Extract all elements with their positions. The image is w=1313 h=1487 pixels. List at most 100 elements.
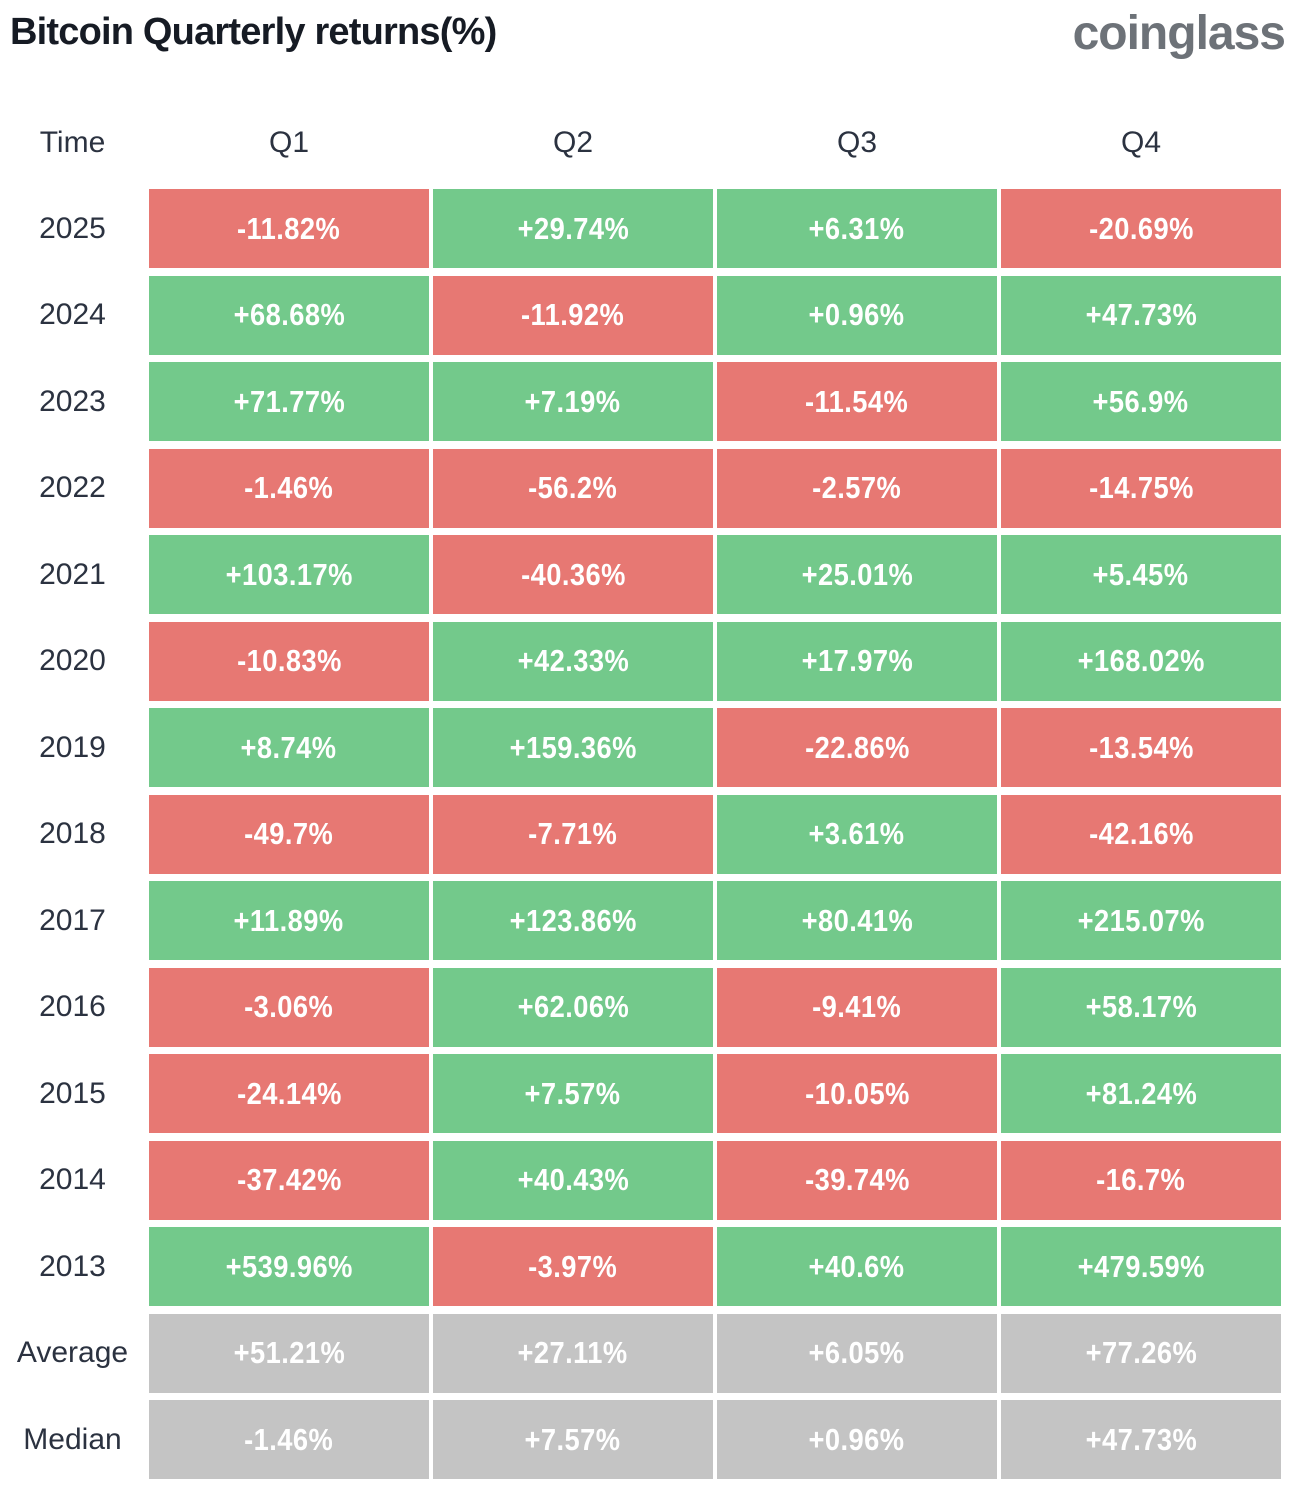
return-cell: +11.89% — [149, 881, 429, 960]
return-cell: +47.73% — [1001, 1400, 1281, 1479]
return-cell: +68.68% — [149, 275, 429, 355]
table-row: 2019 +8.74% +159.36% -22.86% -13.54% — [0, 708, 1281, 787]
page-title: Bitcoin Quarterly returns(%) — [10, 11, 497, 53]
return-cell: -3.97% — [433, 1227, 713, 1306]
return-cell: -13.54% — [1001, 708, 1281, 787]
return-cell: -42.16% — [1001, 794, 1281, 874]
row-label: 2015 — [39, 1076, 106, 1110]
return-cell: +7.57% — [433, 1400, 713, 1479]
return-cell: -37.42% — [149, 1140, 429, 1220]
return-cell: +71.77% — [149, 362, 429, 441]
return-cell: -1.46% — [149, 448, 429, 528]
return-cell: -9.41% — [717, 967, 997, 1047]
row-label: 2024 — [39, 298, 106, 331]
return-cell: +159.36% — [433, 708, 713, 787]
return-cell: -22.86% — [717, 708, 997, 787]
table-row: 2020 -10.83% +42.33% +17.97% +168.02% — [0, 621, 1281, 701]
row-label: 2020 — [39, 644, 106, 677]
row-label: 2023 — [39, 384, 106, 418]
return-cell: -7.71% — [433, 794, 713, 874]
column-header-q3: Q3 — [836, 126, 878, 159]
return-cell: +0.96% — [717, 275, 997, 355]
table-row: 2014 -37.42% +40.43% -39.74% -16.7% — [0, 1140, 1281, 1220]
row-label: Median — [23, 1422, 122, 1456]
return-cell: +47.73% — [1001, 275, 1281, 355]
row-label: Average — [16, 1336, 129, 1369]
table-row: 2025 -11.82% +29.74% +6.31% -20.69% — [0, 189, 1281, 268]
return-cell: -2.57% — [717, 448, 997, 528]
return-cell: +25.01% — [717, 535, 997, 614]
return-cell: -10.05% — [717, 1054, 997, 1133]
table-row: 2024 +68.68% -11.92% +0.96% +47.73% — [0, 275, 1281, 355]
return-cell: +40.6% — [717, 1227, 997, 1306]
return-cell: +0.96% — [717, 1400, 997, 1479]
row-label: 2025 — [39, 211, 106, 245]
return-cell: +103.17% — [149, 535, 429, 614]
return-cell: +5.45% — [1001, 535, 1281, 614]
row-label: 2016 — [39, 990, 106, 1023]
return-cell: -24.14% — [149, 1054, 429, 1133]
return-cell: +58.17% — [1001, 967, 1281, 1047]
column-header-q4: Q4 — [1120, 126, 1162, 159]
return-cell: +29.74% — [433, 189, 713, 268]
return-cell: +42.33% — [433, 621, 713, 701]
row-label: 2017 — [39, 903, 106, 937]
column-header-q1: Q1 — [268, 126, 310, 159]
return-cell: +7.57% — [433, 1054, 713, 1133]
return-cell: +168.02% — [1001, 621, 1281, 701]
return-cell: +6.05% — [717, 1313, 997, 1393]
column-header-q2: Q2 — [552, 126, 594, 159]
table-row: 2018 -49.7% -7.71% +3.61% -42.16% — [0, 794, 1281, 874]
return-cell: +27.11% — [433, 1313, 713, 1393]
return-cell: +215.07% — [1001, 881, 1281, 960]
return-cell: -11.54% — [717, 362, 997, 441]
return-cell: +51.21% — [149, 1313, 429, 1393]
return-cell: +123.86% — [433, 881, 713, 960]
table-row: 2017 +11.89% +123.86% +80.41% +215.07% — [0, 881, 1281, 960]
return-cell: +56.9% — [1001, 362, 1281, 441]
return-cell: -14.75% — [1001, 448, 1281, 528]
return-cell: +77.26% — [1001, 1313, 1281, 1393]
table-row: 2022 -1.46% -56.2% -2.57% -14.75% — [0, 448, 1281, 528]
return-cell: -10.83% — [149, 621, 429, 701]
return-cell: +80.41% — [717, 881, 997, 960]
return-cell: -56.2% — [433, 448, 713, 528]
top-bar: Bitcoin Quarterly returns(%) coinglass — [0, 0, 1313, 60]
table-row: Average +51.21% +27.11% +6.05% +77.26% — [0, 1313, 1281, 1393]
return-cell: +62.06% — [433, 967, 713, 1047]
return-cell: -3.06% — [149, 967, 429, 1047]
return-cell: +40.43% — [433, 1140, 713, 1220]
column-header-time: Time — [39, 126, 106, 159]
return-cell: +7.19% — [433, 362, 713, 441]
return-cell: -16.7% — [1001, 1140, 1281, 1220]
return-cell: +17.97% — [717, 621, 997, 701]
row-label: 2018 — [39, 817, 106, 850]
row-label: 2014 — [39, 1163, 106, 1196]
return-cell: +6.31% — [717, 189, 997, 268]
table-row: 2016 -3.06% +62.06% -9.41% +58.17% — [0, 967, 1281, 1047]
return-cell: -49.7% — [149, 794, 429, 874]
table-row: 2015 -24.14% +7.57% -10.05% +81.24% — [0, 1054, 1281, 1133]
return-cell: +479.59% — [1001, 1227, 1281, 1306]
row-label: 2021 — [39, 557, 106, 591]
return-cell: -20.69% — [1001, 189, 1281, 268]
return-cell: +3.61% — [717, 794, 997, 874]
table-row: 2013 +539.96% -3.97% +40.6% +479.59% — [0, 1227, 1281, 1306]
return-cell: +81.24% — [1001, 1054, 1281, 1133]
table-body: 2025 -11.82% +29.74% +6.31% -20.69% 2024 +6… — [0, 189, 1313, 1479]
column-headers: Time Q1 Q2 Q3 Q4 — [0, 126, 1281, 160]
table-row: Median -1.46% +7.57% +0.96% +47.73% — [0, 1400, 1281, 1479]
return-cell: -11.82% — [149, 189, 429, 268]
row-label: 2019 — [39, 730, 106, 764]
table-row: 2023 +71.77% +7.19% -11.54% +56.9% — [0, 362, 1281, 441]
return-cell: -1.46% — [149, 1400, 429, 1479]
return-cell: +539.96% — [149, 1227, 429, 1306]
return-cell: +8.74% — [149, 708, 429, 787]
return-cell: -11.92% — [433, 275, 713, 355]
table-row: 2021 +103.17% -40.36% +25.01% +5.45% — [0, 535, 1281, 614]
coinglass-logo: coinglass — [1072, 7, 1286, 60]
row-label: 2022 — [39, 471, 106, 504]
return-cell: -39.74% — [717, 1140, 997, 1220]
row-label: 2013 — [39, 1249, 106, 1283]
